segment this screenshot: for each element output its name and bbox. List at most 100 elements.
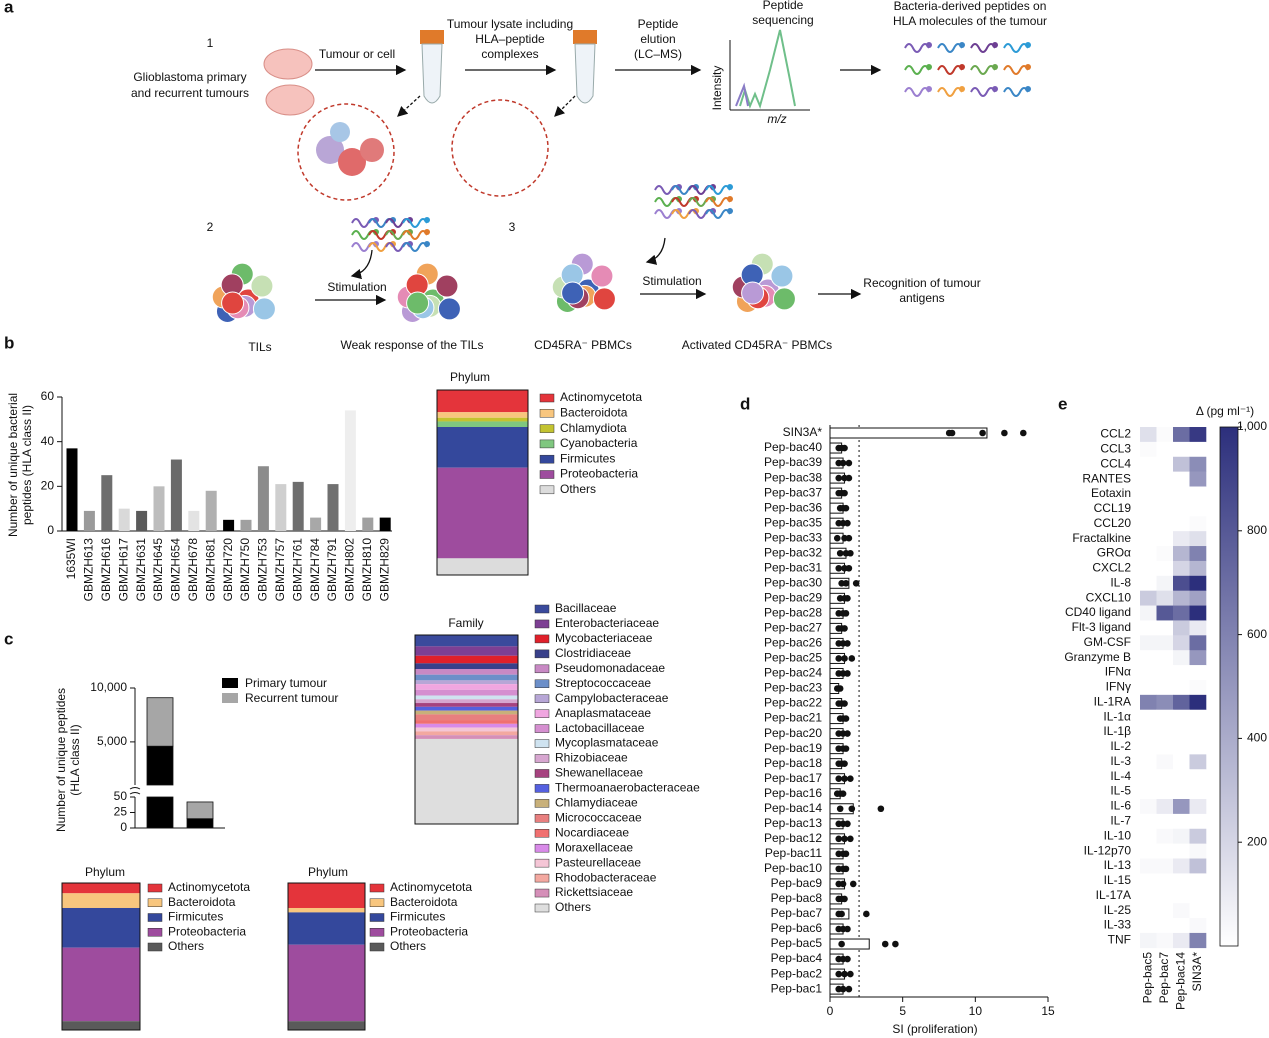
heatmap-cell [1156, 888, 1174, 904]
data-point [877, 805, 885, 813]
caption: Glioblastoma primary [133, 70, 246, 84]
stack-segment [62, 1021, 140, 1030]
row-label: IL-6 [1110, 799, 1131, 813]
y-tick-label: Pep-bac10 [764, 861, 822, 875]
legend-swatch [534, 694, 550, 703]
legend-swatch [534, 634, 550, 644]
peptide [705, 209, 731, 219]
legend-label: Proteobacteria [560, 467, 638, 481]
heatmap-cell [1189, 531, 1207, 547]
colorbar [1219, 426, 1239, 947]
row-label: IL-33 [1104, 918, 1132, 932]
heatmap-cell [1140, 888, 1157, 904]
bar [188, 510, 200, 531]
legend-swatch [539, 454, 555, 464]
heatmap-cell [1156, 665, 1174, 681]
data-point [841, 775, 848, 782]
stack-segment [415, 703, 518, 707]
stack-segment [437, 390, 528, 413]
heatmap-cell [1156, 501, 1174, 517]
x-tick-label: GBMZH681 [203, 538, 217, 602]
illustration-shape [739, 29, 796, 110]
peptide [351, 218, 377, 228]
heatmap-cell [1173, 575, 1190, 591]
row-label: IL-17A [1096, 888, 1131, 902]
legend-swatch [369, 913, 385, 922]
row-label: IL-3 [1110, 754, 1131, 768]
legend-swatch [222, 678, 238, 688]
x-tick-label: 10 [969, 1004, 983, 1018]
peptide [368, 218, 394, 228]
legend-label: Actinomycetota [168, 880, 250, 894]
y-tick-label: SIN3A* [783, 425, 823, 439]
heatmap-cell [1156, 427, 1174, 443]
legend-label: Proteobacteria [168, 924, 246, 938]
data-point [848, 805, 856, 813]
legend-label: Campylobacteraceae [555, 691, 669, 705]
row-label: IL-7 [1110, 813, 1131, 827]
stack-segment [415, 655, 518, 664]
heatmap-cell [1140, 546, 1157, 562]
legend-swatch [147, 898, 163, 907]
legend-label: Firmicutes [560, 451, 615, 465]
stack-segment [415, 738, 518, 824]
legend-label: Mycoplasmataceae [555, 736, 659, 750]
heatmap-cell [1173, 560, 1190, 577]
data-point [835, 474, 843, 482]
y-tick-label: 40 [41, 434, 55, 448]
heatmap-cell [1173, 546, 1190, 562]
stack-frame [287, 882, 366, 1031]
legend-swatch [534, 739, 550, 748]
data-point [847, 835, 854, 843]
peptide [705, 197, 731, 207]
data-point [841, 895, 848, 903]
cell [437, 297, 461, 321]
y-tick-label: Pep-bac28 [764, 606, 822, 620]
panel-label: c [4, 629, 13, 648]
row-label: CCL3 [1100, 441, 1131, 455]
heatmap-cell [1173, 903, 1190, 919]
legend-swatch [534, 814, 550, 823]
row-label: Fractalkine [1072, 531, 1131, 545]
legend-swatch [147, 883, 163, 893]
heatmap-cell [1189, 799, 1207, 815]
heatmap-cell [1189, 903, 1207, 919]
heatmap-cell [1156, 471, 1174, 487]
stack-segment [437, 558, 528, 575]
heatmap-cell [1140, 799, 1157, 815]
column-label: Pep-bac14 [1173, 952, 1187, 1010]
peptide [368, 230, 394, 240]
heatmap-cell [1156, 441, 1174, 458]
stack-segment [415, 706, 518, 711]
x-tick-label: GBMZH617 [116, 538, 130, 602]
heatmap-cell [1173, 531, 1190, 547]
data-point [844, 640, 851, 647]
caption: Tumour lysate including [447, 17, 573, 31]
axis-break [129, 787, 141, 795]
y-tick-label: Pep-bac21 [764, 711, 822, 725]
illustration-shape [451, 99, 549, 197]
stack-segment [437, 417, 528, 422]
data-point [835, 655, 843, 662]
illustration-shape [573, 30, 597, 44]
illustration-shape [735, 82, 749, 107]
peptide-head [926, 86, 932, 92]
heatmap-cell [1189, 858, 1207, 874]
legend-swatch [534, 649, 550, 659]
y-tick-label: 25 [114, 805, 128, 819]
legend-label: Chlamydiaceae [555, 796, 638, 810]
row-label: IL-25 [1104, 903, 1132, 917]
row-label: IL-13 [1104, 858, 1132, 872]
caption: HLA–peptide [475, 32, 545, 46]
bar [136, 510, 148, 531]
peptide-head [727, 184, 733, 190]
heatmap-cell [1140, 427, 1157, 443]
heatmap-cell [1189, 620, 1207, 636]
stack-segment [415, 695, 518, 700]
legend-swatch [539, 409, 555, 418]
x-tick-label: GBMZH616 [99, 538, 113, 602]
legend-swatch [534, 873, 550, 883]
bar-segment [146, 697, 174, 747]
heatmap-cell [1173, 486, 1190, 502]
heatmap-cell [1189, 709, 1207, 725]
